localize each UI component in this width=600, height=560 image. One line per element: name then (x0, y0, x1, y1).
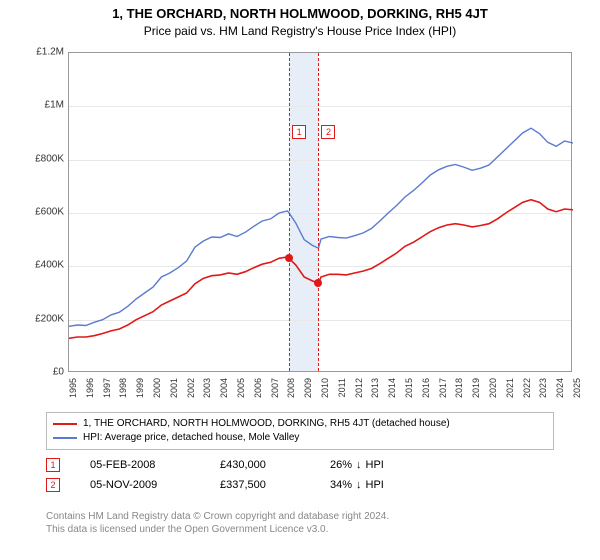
sales-table: 1 05-FEB-2008£430,00026% ↓ HPI 2 05-NOV-2009£… (46, 455, 554, 495)
sale-diff-pct: 34% (330, 479, 352, 491)
sale-diff-pct: 26% (330, 459, 352, 471)
line-svg (69, 53, 573, 373)
sale-diff-suffix: HPI (366, 479, 384, 491)
credit-line-1: Contains HM Land Registry data © Crown c… (46, 510, 554, 523)
x-tick-label: 2024 (555, 378, 565, 418)
y-tick-label: £400K (20, 260, 64, 271)
sale-marker-box: 1 (292, 125, 306, 139)
series-hpi (69, 128, 573, 326)
y-tick-label: £1M (20, 100, 64, 111)
page-subtitle: Price paid vs. HM Land Registry's House … (0, 21, 600, 44)
y-tick-label: £200K (20, 313, 64, 324)
series-property (69, 200, 573, 339)
legend: 1, THE ORCHARD, NORTH HOLMWOOD, DORKING,… (46, 412, 554, 450)
sale-row: 1 05-FEB-2008£430,00026% ↓ HPI (46, 455, 554, 475)
y-tick-label: £600K (20, 207, 64, 218)
sale-marker-box: 2 (321, 125, 335, 139)
sale-dot (285, 254, 293, 262)
sale-diff-suffix: HPI (366, 459, 384, 471)
legend-swatch (53, 437, 77, 439)
page-title: 1, THE ORCHARD, NORTH HOLMWOOD, DORKING,… (0, 0, 600, 21)
legend-swatch (53, 423, 77, 425)
sale-diff: 34% ↓ HPI (330, 479, 384, 491)
sale-price: £430,000 (220, 459, 330, 471)
y-tick-label: £800K (20, 153, 64, 164)
y-tick-label: £0 (20, 367, 64, 378)
y-tick-label: £1.2M (20, 47, 64, 58)
legend-label: 1, THE ORCHARD, NORTH HOLMWOOD, DORKING,… (83, 417, 450, 431)
sale-vline (289, 53, 290, 371)
sale-number-box: 2 (46, 478, 60, 492)
legend-row: HPI: Average price, detached house, Mole… (53, 431, 547, 445)
x-tick-label: 2025 (572, 378, 582, 418)
sale-row: 2 05-NOV-2009£337,50034% ↓ HPI (46, 475, 554, 495)
sale-dot (314, 279, 322, 287)
chart-container: 1, THE ORCHARD, NORTH HOLMWOOD, DORKING,… (0, 0, 600, 560)
legend-row: 1, THE ORCHARD, NORTH HOLMWOOD, DORKING,… (53, 417, 547, 431)
sale-number-box: 1 (46, 458, 60, 472)
chart-area: £0£200K£400K£600K£800K£1M£1.2M 12 199519… (20, 44, 580, 414)
sale-date: 05-FEB-2008 (90, 459, 220, 471)
arrow-down-icon: ↓ (356, 479, 362, 491)
plot-area: 12 (68, 52, 572, 372)
arrow-down-icon: ↓ (356, 459, 362, 471)
credit-line-2: This data is licensed under the Open Gov… (46, 523, 554, 536)
sale-price: £337,500 (220, 479, 330, 491)
credits: Contains HM Land Registry data © Crown c… (46, 510, 554, 536)
sale-vline (318, 53, 319, 371)
legend-label: HPI: Average price, detached house, Mole… (83, 431, 299, 445)
sale-diff: 26% ↓ HPI (330, 459, 384, 471)
sale-date: 05-NOV-2009 (90, 479, 220, 491)
